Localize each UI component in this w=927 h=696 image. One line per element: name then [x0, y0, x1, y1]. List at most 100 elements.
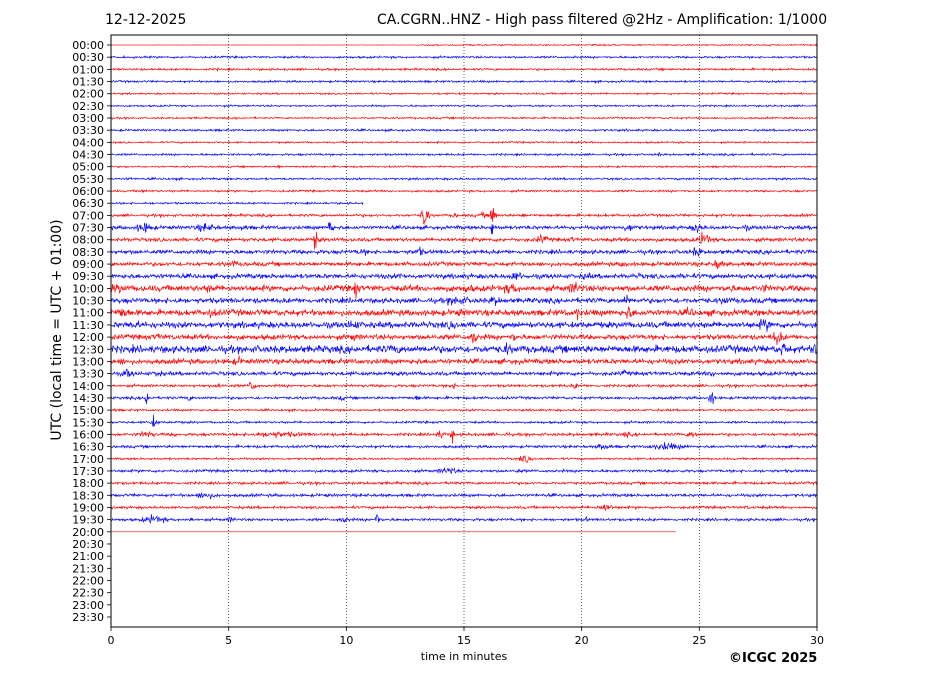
trace-1500 — [110, 407, 818, 413]
y-tick-label: 11:30 — [72, 319, 104, 332]
trace-1130 — [110, 318, 818, 333]
y-tick-label: 01:00 — [72, 63, 104, 76]
y-tick-label: 20:30 — [72, 538, 104, 551]
trace-1100 — [110, 306, 818, 321]
trace-0430 — [110, 151, 818, 157]
y-tick-label: 04:30 — [72, 149, 104, 162]
trace-0800 — [110, 231, 818, 250]
trace-0400 — [110, 140, 818, 145]
y-tick-label: 21:30 — [72, 562, 104, 575]
y-tick-label: 15:00 — [72, 404, 104, 417]
y-tick-label: 14:30 — [72, 392, 104, 405]
trace-0930 — [110, 271, 818, 281]
trace-1030 — [110, 294, 818, 306]
y-tick-label: 17:30 — [72, 465, 104, 478]
y-tick-label: 09:30 — [72, 270, 104, 283]
x-tick-label: 25 — [692, 634, 706, 647]
trace-0500 — [110, 164, 818, 170]
trace-0330 — [110, 127, 818, 133]
y-tick-label: 20:00 — [72, 526, 104, 539]
trace-1730 — [110, 467, 818, 474]
y-tick-label: 05:30 — [72, 173, 104, 186]
x-tick-label: 10 — [339, 634, 353, 647]
y-tick-label: 23:30 — [72, 611, 104, 624]
trace-1200 — [110, 331, 818, 346]
y-tick-label: 13:00 — [72, 355, 104, 368]
y-tick-label: 03:00 — [72, 112, 104, 125]
trace-0530 — [110, 176, 818, 182]
y-tick-label: 05:00 — [72, 161, 104, 174]
trace-1630 — [110, 442, 818, 451]
y-tick-label: 12:30 — [72, 343, 104, 356]
y-tick-label: 16:30 — [72, 441, 104, 454]
trace-1430 — [110, 392, 818, 405]
trace-1800 — [110, 480, 818, 487]
trace-1600 — [110, 430, 818, 444]
y-tick-label: 04:00 — [72, 136, 104, 149]
plot-frame — [110, 34, 818, 628]
trace-1930 — [110, 514, 818, 524]
trace-0730 — [110, 221, 818, 235]
trace-1230 — [110, 342, 818, 356]
trace-0230 — [110, 103, 818, 109]
y-tick-label: 08:00 — [72, 234, 104, 247]
trace-1330 — [110, 368, 818, 378]
x-tick-label: 20 — [575, 634, 589, 647]
trace-1300 — [110, 355, 818, 366]
y-tick-label: 18:30 — [72, 489, 104, 502]
trace-0900 — [110, 259, 818, 269]
x-tick-label: 0 — [108, 634, 115, 647]
y-tick-label: 19:30 — [72, 514, 104, 527]
x-axis-label: time in minutes — [420, 650, 508, 663]
y-tick-label: 14:00 — [72, 380, 104, 393]
y-tick-label: 11:00 — [72, 307, 104, 320]
y-tick-label: 02:00 — [72, 88, 104, 101]
trace-0000 — [110, 43, 818, 47]
y-tick-label: 00:30 — [72, 51, 104, 64]
y-tick-label: 01:30 — [72, 76, 104, 89]
y-tick-label: 07:00 — [72, 209, 104, 222]
y-tick-label: 13:30 — [72, 368, 104, 381]
y-tick-label: 19:00 — [72, 501, 104, 514]
y-tick-label: 00:00 — [72, 39, 104, 52]
y-tick-label: 15:30 — [72, 416, 104, 429]
copyright: ©ICGC 2025 — [729, 651, 818, 666]
trace-0030 — [110, 54, 818, 60]
trace-1700 — [110, 455, 818, 463]
y-tick-label: 22:00 — [72, 574, 104, 587]
y-tick-label: 07:30 — [72, 222, 104, 235]
x-tick-label: 5 — [225, 634, 232, 647]
trace-0700 — [110, 207, 818, 226]
trace-1830 — [110, 491, 818, 500]
chart-title: CA.CGRN..HNZ - High pass filtered @2Hz -… — [377, 12, 828, 28]
trace-0130 — [110, 79, 818, 85]
y-tick-label: 10:30 — [72, 295, 104, 308]
y-tick-label: 16:00 — [72, 428, 104, 441]
y-tick-label: 18:00 — [72, 477, 104, 490]
y-tick-label: 10:00 — [72, 282, 104, 295]
trace-1000 — [110, 281, 818, 299]
trace-1400 — [110, 381, 818, 390]
y-tick-label: 23:00 — [72, 599, 104, 612]
y-tick-label: 03:30 — [72, 124, 104, 137]
y-tick-label: 06:00 — [72, 185, 104, 198]
x-tick-label: 15 — [457, 634, 471, 647]
y-tick-label: 21:00 — [72, 550, 104, 563]
y-tick-label: 12:00 — [72, 331, 104, 344]
trace-0100 — [110, 66, 818, 72]
y-tick-label: 08:30 — [72, 246, 104, 259]
trace-1530 — [110, 414, 818, 427]
trace-0830 — [110, 246, 818, 257]
trace-0600 — [110, 188, 818, 194]
trace-1900 — [110, 504, 818, 512]
trace-0200 — [110, 91, 818, 96]
y-tick-label: 06:30 — [72, 197, 104, 210]
y-tick-label: 22:30 — [72, 587, 104, 600]
y-tick-label: 02:30 — [72, 100, 104, 113]
y-tick-label: 09:00 — [72, 258, 104, 271]
chart-date: 12-12-2025 — [105, 12, 187, 28]
x-tick-label: 30 — [810, 634, 824, 647]
trace-0300 — [110, 115, 818, 121]
trace-0630 — [110, 201, 364, 206]
